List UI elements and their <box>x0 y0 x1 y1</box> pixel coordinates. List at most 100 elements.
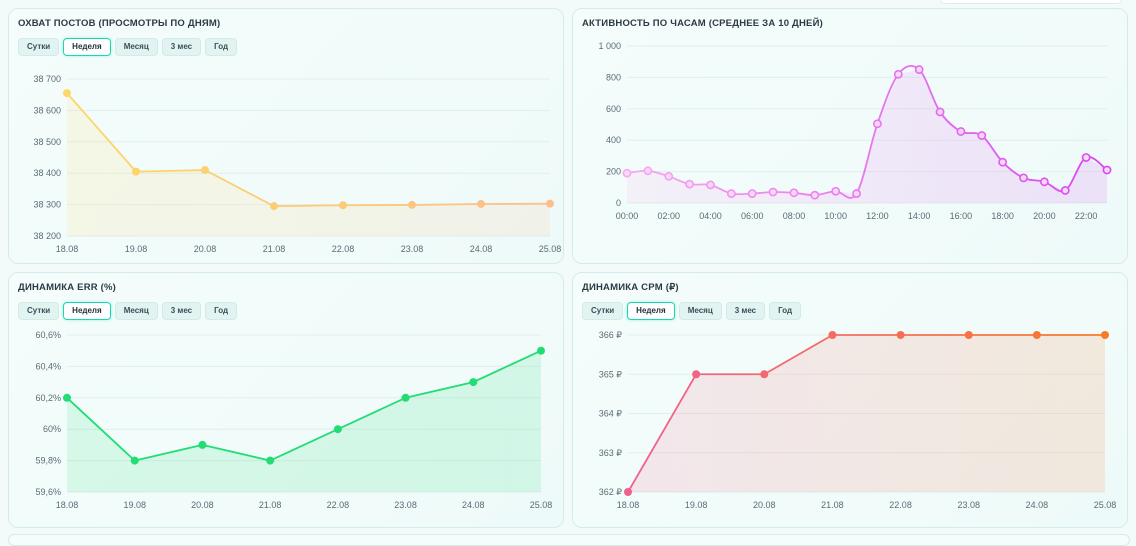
data-point[interactable] <box>747 189 757 198</box>
data-point[interactable] <box>956 127 966 136</box>
data-point[interactable] <box>914 65 924 74</box>
y-tick-label: 59,8% <box>35 456 61 466</box>
series-area <box>628 335 1105 492</box>
tab-month[interactable]: Месяц <box>114 302 158 320</box>
top-card-edge <box>940 0 1122 4</box>
data-point[interactable] <box>132 167 140 176</box>
err-chart: 59,6% 59,8% 60% 60,2% 60,4% 60,6% 18.08 19.08 20… <box>35 330 552 510</box>
data-point[interactable] <box>130 456 139 465</box>
data-point[interactable] <box>266 456 275 465</box>
data-point[interactable] <box>831 186 841 196</box>
data-point[interactable] <box>685 179 695 189</box>
y-tick-label: 362 ₽ <box>599 487 623 497</box>
data-point[interactable] <box>998 157 1008 167</box>
tab-3-months[interactable]: 3 мес <box>161 38 202 56</box>
data-point[interactable] <box>893 69 903 79</box>
data-point[interactable] <box>828 331 837 339</box>
x-tick-label: 22.08 <box>889 500 912 510</box>
data-point[interactable] <box>333 425 342 434</box>
data-point[interactable] <box>852 189 861 198</box>
x-tick-label: 19.08 <box>685 500 708 510</box>
data-point[interactable] <box>643 166 653 176</box>
data-point[interactable] <box>339 201 347 210</box>
data-point[interactable] <box>1060 186 1070 195</box>
tab-year[interactable]: Год <box>205 38 238 56</box>
tab-day[interactable]: Сутки <box>582 302 624 320</box>
tab-3-months[interactable]: 3 мес <box>725 302 766 320</box>
data-point[interactable] <box>896 331 905 339</box>
x-tick-label: 21.08 <box>259 500 282 510</box>
data-point[interactable] <box>401 393 410 402</box>
y-tick-label: 364 ₽ <box>599 409 623 419</box>
x-tick-label: 18:00 <box>991 211 1014 221</box>
activity-chart-title: АКТИВНОСТЬ ПО ЧАСАМ (СРЕДНЕЕ ЗА 10 ДНЕЙ) <box>582 18 823 29</box>
x-tick-label: 16:00 <box>950 211 973 221</box>
x-tick-label: 00:00 <box>616 211 639 221</box>
data-point[interactable] <box>706 180 715 190</box>
y-tick-label: 366 ₽ <box>599 330 623 340</box>
x-tick-label: 19.08 <box>123 500 146 510</box>
data-point[interactable] <box>469 378 478 387</box>
activity-chart-card: АКТИВНОСТЬ ПО ЧАСАМ (СРЕДНЕЕ ЗА 10 ДНЕЙ)… <box>572 8 1128 264</box>
data-point[interactable] <box>477 199 485 208</box>
data-point[interactable] <box>726 189 736 198</box>
tab-week[interactable]: Неделя <box>63 302 111 320</box>
err-period-tabs: Сутки Неделя Месяц 3 мес Год <box>18 302 238 320</box>
data-point[interactable] <box>270 202 278 211</box>
data-point[interactable] <box>1032 331 1041 339</box>
tab-month[interactable]: Месяц <box>114 38 158 56</box>
data-point[interactable] <box>63 393 71 402</box>
x-tick-label: 18.08 <box>56 500 79 510</box>
data-point[interactable] <box>408 200 416 209</box>
x-tick-label: 24.08 <box>462 500 485 510</box>
tab-year[interactable]: Год <box>205 302 238 320</box>
data-point[interactable] <box>789 188 799 198</box>
data-point[interactable] <box>760 370 769 379</box>
data-point[interactable] <box>622 168 632 178</box>
tab-month[interactable]: Месяц <box>678 302 722 320</box>
y-tick-label: 38 300 <box>33 200 61 210</box>
data-point[interactable] <box>977 131 987 140</box>
data-point[interactable] <box>198 440 207 449</box>
y-tick-label: 60,4% <box>35 361 61 371</box>
data-point[interactable] <box>546 199 554 208</box>
cpm-chart-title: ДИНАМИКА CPM (₽) <box>582 282 679 293</box>
x-tick-label: 02:00 <box>657 211 680 221</box>
data-point[interactable] <box>692 370 701 379</box>
data-point[interactable] <box>201 166 209 175</box>
x-tick-label: 20.08 <box>194 244 217 254</box>
data-point[interactable] <box>935 107 945 117</box>
x-tick-label: 18.08 <box>617 500 640 510</box>
y-tick-label: 200 <box>606 167 621 177</box>
tab-3-months[interactable]: 3 мес <box>161 302 202 320</box>
tab-year[interactable]: Год <box>769 302 802 320</box>
data-point[interactable] <box>624 488 632 496</box>
tab-week[interactable]: Неделя <box>627 302 675 320</box>
y-tick-label: 60,6% <box>35 330 61 340</box>
data-point[interactable] <box>1101 331 1109 339</box>
x-tick-label: 25.08 <box>1094 500 1117 510</box>
tab-day[interactable]: Сутки <box>18 302 60 320</box>
y-tick-label: 800 <box>606 72 621 82</box>
data-point[interactable] <box>664 171 674 181</box>
data-point[interactable] <box>810 190 820 200</box>
series-line <box>66 349 542 462</box>
x-tick-label: 19.08 <box>125 244 148 254</box>
y-tick-label: 38 400 <box>33 168 61 178</box>
data-point[interactable] <box>63 89 71 98</box>
y-tick-label: 60% <box>43 424 61 434</box>
tab-day[interactable]: Сутки <box>18 38 60 56</box>
data-point[interactable] <box>537 346 545 355</box>
x-tick-label: 25.08 <box>539 244 562 254</box>
y-tick-label: 1 000 <box>598 41 621 51</box>
tab-week[interactable]: Неделя <box>63 38 111 56</box>
data-point[interactable] <box>1081 153 1091 162</box>
series-line <box>66 92 551 208</box>
data-point[interactable] <box>1039 177 1049 187</box>
data-point[interactable] <box>873 119 882 129</box>
data-point[interactable] <box>1102 165 1112 175</box>
data-point[interactable] <box>1019 173 1028 183</box>
data-point[interactable] <box>768 187 778 197</box>
x-tick-label: 24.08 <box>1026 500 1049 510</box>
data-point[interactable] <box>964 331 973 339</box>
